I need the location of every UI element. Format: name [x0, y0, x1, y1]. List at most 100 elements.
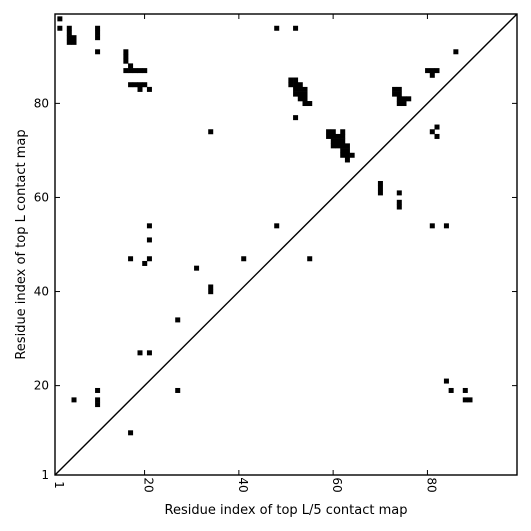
contact-cell [307, 256, 313, 262]
contact-cell [429, 129, 435, 135]
contact-cell [132, 68, 138, 74]
y-tick-label: 20 [34, 379, 49, 393]
contact-cell [123, 49, 129, 55]
contact-cell [208, 129, 214, 135]
contact-cell [95, 397, 101, 403]
contact-cell [66, 39, 72, 45]
contact-cell [453, 49, 459, 55]
contact-cell [467, 397, 473, 403]
contact-cell [429, 223, 435, 229]
contact-cell [288, 77, 294, 83]
contact-cell [274, 25, 280, 31]
contact-cell [128, 256, 134, 262]
contact-cell [396, 199, 402, 205]
diagonal-line [54, 13, 518, 476]
contact-cell [146, 86, 152, 92]
contact-cell [95, 30, 101, 36]
contact-cell [293, 86, 299, 92]
contact-cell [137, 86, 143, 92]
contact-cell [392, 86, 398, 92]
x-tick-label: 40 [236, 477, 250, 492]
contact-cell [57, 16, 63, 22]
contact-cell [335, 138, 341, 144]
contact-cell [302, 101, 308, 107]
contact-cell [95, 35, 101, 41]
contact-cell [443, 223, 449, 229]
contact-cell [123, 53, 129, 59]
contact-cell [344, 143, 350, 149]
contact-cell [326, 133, 332, 139]
contact-cell [462, 387, 468, 393]
contact-cell [288, 82, 294, 88]
contact-cell [302, 86, 308, 92]
contact-cell [297, 96, 303, 102]
contact-cell [302, 91, 308, 97]
x-axis-label: Residue index of top L/5 contact map [165, 503, 408, 518]
contact-cell [392, 91, 398, 97]
contact-cell [330, 129, 336, 135]
contact-cell [297, 91, 303, 97]
contact-cell [241, 256, 247, 262]
y-tick-label: 1 [41, 468, 49, 482]
contact-cell [330, 143, 336, 149]
contact-cell [132, 82, 138, 88]
contact-cell [293, 77, 299, 83]
y-axis-label: Residue index of top L contact map [14, 129, 29, 359]
contact-cell [146, 256, 152, 262]
contact-cell [396, 91, 402, 97]
contact-cell [66, 25, 72, 31]
contact-cell [302, 96, 308, 102]
contact-cell [396, 190, 402, 196]
contact-cell [340, 152, 346, 158]
contact-cell [401, 101, 407, 107]
contact-cell [396, 86, 402, 92]
contact-cell [137, 82, 143, 88]
contact-cell [377, 185, 383, 191]
contact-cell [146, 237, 152, 243]
contact-cell [443, 378, 449, 384]
contact-cell [340, 148, 346, 154]
contact-cell [377, 190, 383, 196]
contact-cell [128, 68, 134, 74]
contact-cell [123, 58, 129, 64]
contact-cell [293, 82, 299, 88]
contact-cell [344, 148, 350, 154]
x-tick-label: 80 [424, 477, 438, 492]
contact-cell [429, 72, 435, 78]
contact-cell [71, 35, 77, 41]
contact-cell [208, 289, 214, 295]
contact-cell [274, 223, 280, 229]
contact-cell [396, 204, 402, 210]
contact-cell [137, 350, 143, 356]
contact-cell [434, 124, 440, 130]
contact-cell [146, 350, 152, 356]
contact-cell [335, 143, 341, 149]
y-tick-label: 80 [34, 96, 49, 110]
x-tick-label: 1 [52, 481, 66, 489]
plot-frame [54, 13, 518, 476]
contact-cell [208, 284, 214, 290]
contact-cell [95, 25, 101, 31]
contact-cell [396, 96, 402, 102]
contact-cell [340, 133, 346, 139]
contact-cell [344, 152, 350, 158]
contact-cell [401, 96, 407, 102]
contact-cell [340, 143, 346, 149]
contact-cell [66, 35, 72, 41]
contact-cell [344, 157, 350, 163]
contact-cell [142, 260, 148, 266]
contact-cell [95, 402, 101, 408]
contact-cell [175, 387, 181, 393]
contact-cell [425, 68, 431, 74]
y-tick-label: 40 [34, 285, 49, 299]
contact-cell [434, 68, 440, 74]
axis-ticks: 1 20 40 60 80 1 20 40 60 80 [34, 14, 517, 493]
contact-cell [175, 317, 181, 323]
contact-cell [95, 387, 101, 393]
contact-cell [128, 82, 134, 88]
x-tick-label: 20 [142, 477, 156, 492]
contact-cell [448, 387, 454, 393]
contact-cell [326, 129, 332, 135]
contact-cell [297, 86, 303, 92]
contact-cell [293, 91, 299, 97]
